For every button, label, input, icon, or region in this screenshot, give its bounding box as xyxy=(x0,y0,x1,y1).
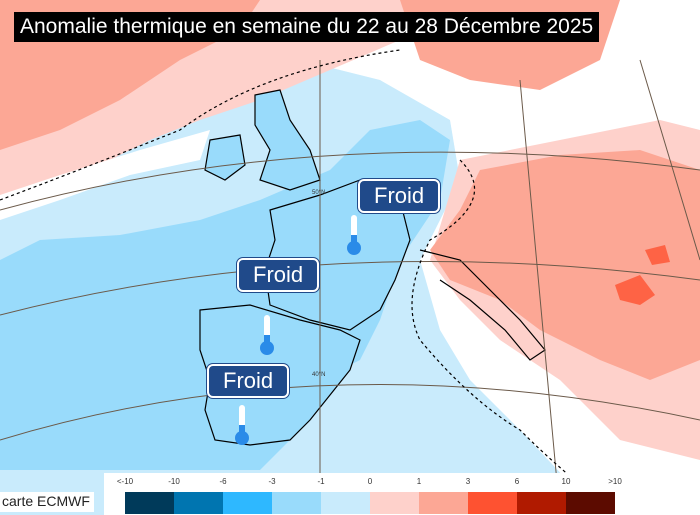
zero-contour xyxy=(0,49,601,501)
legend-swatch xyxy=(321,492,370,514)
legend-tick: -10 xyxy=(168,477,180,486)
credit-text: carte ECMWF xyxy=(0,492,94,512)
central-europe-warm xyxy=(430,150,700,380)
legend-swatch xyxy=(125,492,174,514)
legend-swatch xyxy=(272,492,321,514)
legend-swatch xyxy=(370,492,419,514)
legend-tick: 1 xyxy=(416,477,422,486)
legend-tick: -3 xyxy=(268,477,276,486)
cold-label-france: Froid xyxy=(237,258,320,292)
legend-swatch xyxy=(223,492,272,514)
legend-tick: >10 xyxy=(608,477,622,486)
legend-tick: -1 xyxy=(317,477,325,486)
legend-swatch xyxy=(468,492,517,514)
cold-label-spain: Froid xyxy=(207,364,290,398)
legend-tick: 3 xyxy=(465,477,471,486)
legend-swatch xyxy=(419,492,468,514)
graticule xyxy=(0,59,700,515)
legend-tick: <-10 xyxy=(116,477,134,486)
legend-tick: 10 xyxy=(561,477,571,486)
map-title: Anomalie thermique en semaine du 22 au 2… xyxy=(14,12,600,42)
legend-swatch xyxy=(517,492,566,514)
color-legend: <-10 -10 -6 -3 -1 0 1 3 6 10 >10 xyxy=(104,473,700,515)
balkans-hot xyxy=(615,245,670,305)
legend-tick: 0 xyxy=(367,477,373,486)
ireland-land xyxy=(204,134,246,181)
thermometer-cold-icon xyxy=(347,215,361,255)
thermometer-cold-icon xyxy=(260,315,274,355)
latitude-label-50: 50°N xyxy=(312,190,326,196)
thermometer-cold-icon xyxy=(235,405,249,445)
nw-white-band xyxy=(0,130,210,220)
legend-tick: -6 xyxy=(219,477,227,486)
britain-land xyxy=(254,89,321,191)
cold-label-benelux: Froid xyxy=(358,179,441,213)
legend-tick: 6 xyxy=(514,477,520,486)
legend-swatch xyxy=(566,492,615,514)
legend-swatch xyxy=(174,492,223,514)
latitude-label-40: 40°N xyxy=(312,372,326,378)
